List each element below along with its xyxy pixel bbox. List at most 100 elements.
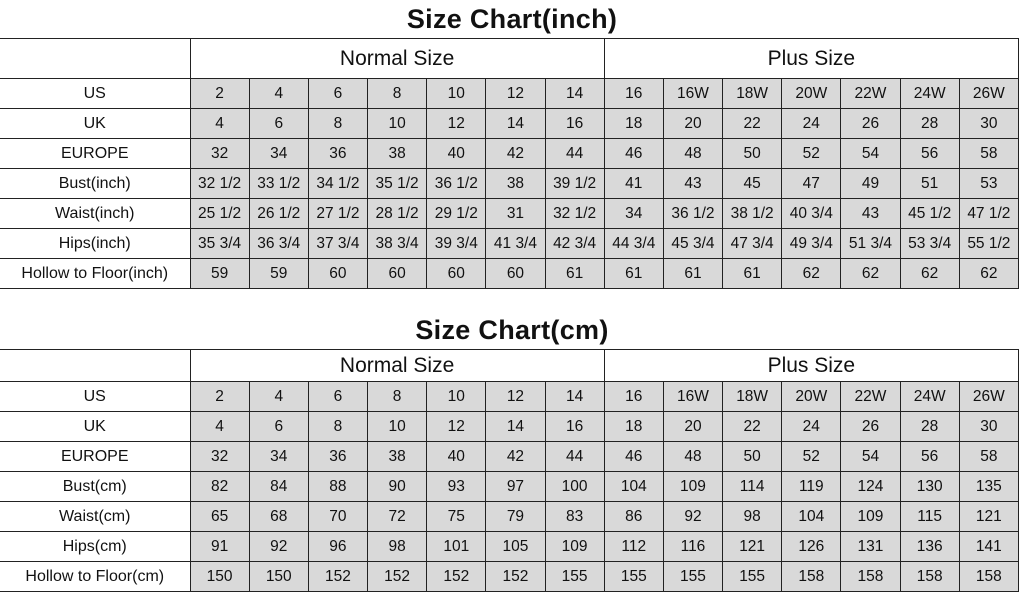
- table-row: UK 4 6 8 10 12 14 16 18 20 22 24 26 28 30: [0, 108, 1020, 139]
- table-cell: 16W: [662, 381, 724, 412]
- table-cell: 60: [367, 258, 428, 289]
- table-cell: 51: [899, 168, 960, 199]
- row-label: US: [0, 381, 191, 412]
- table-cell: 10: [426, 381, 487, 412]
- table-cell: 79: [485, 501, 546, 532]
- table-cell: 70: [307, 501, 369, 532]
- table-cell: 135: [958, 471, 1020, 502]
- table-cell: 155: [662, 561, 724, 592]
- table-cell: 27 1/2: [307, 198, 369, 229]
- table-cell: 24: [781, 411, 842, 442]
- table-cell: 32: [189, 138, 250, 169]
- row-label: EUROPE: [0, 138, 191, 169]
- table-cell: 4: [248, 381, 309, 412]
- corner-cell: [0, 38, 191, 79]
- table-cell: 38: [485, 168, 546, 199]
- table-row: Waist(cm) 65 68 70 72 75 79 83 86 92 98 104 109 115 12…: [0, 501, 1020, 532]
- table-cell: 24: [781, 108, 842, 139]
- row-label: UK: [0, 411, 191, 442]
- table-cell: 31: [485, 198, 546, 229]
- table-cell: 30: [958, 411, 1020, 442]
- table-cell: 52: [781, 441, 842, 472]
- table-cell: 155: [544, 561, 605, 592]
- size-chart-cm: Size Chart(cm) Normal Size Plus Size US 2 4 6…: [0, 311, 1024, 592]
- table-cell: 33 1/2: [248, 168, 309, 199]
- table-cell: 82: [189, 471, 250, 502]
- table-cell: 158: [840, 561, 901, 592]
- table-cell: 98: [367, 531, 428, 562]
- table-cell: 49: [840, 168, 901, 199]
- table-cell: 8: [307, 108, 369, 139]
- table-cell: 48: [662, 441, 724, 472]
- table-cell: 152: [485, 561, 546, 592]
- table-cell: 136: [899, 531, 960, 562]
- table-cell: 6: [248, 411, 309, 442]
- table-cell: 104: [781, 501, 842, 532]
- table-cell: 12: [485, 381, 546, 412]
- table-cell: 28: [899, 411, 960, 442]
- table-cell: 25 1/2: [189, 198, 250, 229]
- table-row: Waist(inch) 25 1/2 26 1/2 27 1/2 28 1/2 29 1/…: [0, 198, 1020, 229]
- table-cell: 126: [781, 531, 842, 562]
- table-cell: 22W: [840, 78, 901, 109]
- group-plus-size: Plus Size: [603, 349, 1020, 382]
- row-label: EUROPE: [0, 441, 191, 472]
- table-cell: 16W: [662, 78, 724, 109]
- table-cell: 158: [781, 561, 842, 592]
- table-cell: 47 1/2: [958, 198, 1020, 229]
- table-row: EUROPE 32 34 36 38 40 42 44 46 48 50 52 54 56 58: [0, 138, 1020, 169]
- table-cell: 45 3/4: [662, 228, 724, 259]
- table-cell: 36 1/2: [662, 198, 724, 229]
- table-cell: 8: [367, 381, 428, 412]
- table-cell: 150: [189, 561, 250, 592]
- table-cell: 60: [485, 258, 546, 289]
- table-cell: 42: [485, 138, 546, 169]
- table-cell: 152: [367, 561, 428, 592]
- table-cell: 26: [840, 411, 901, 442]
- table-cell: 112: [603, 531, 664, 562]
- table-cell: 32 1/2: [544, 198, 605, 229]
- table-row: Hips(cm) 91 92 96 98 101 105 109 112 116 121 126 131…: [0, 531, 1020, 562]
- table-cell: 65: [189, 501, 250, 532]
- table-cell: 12: [426, 108, 487, 139]
- table-cell: 62: [899, 258, 960, 289]
- table-cell: 4: [189, 411, 250, 442]
- table-cell: 42: [485, 441, 546, 472]
- table-cell: 59: [189, 258, 250, 289]
- table-cell: 119: [781, 471, 842, 502]
- table-cell: 16: [603, 78, 664, 109]
- table-cell: 109: [662, 471, 724, 502]
- table-cell: 6: [248, 108, 309, 139]
- table-cell: 158: [899, 561, 960, 592]
- row-label: Hollow to Floor(inch): [0, 258, 191, 289]
- table-cell: 12: [426, 411, 487, 442]
- table-cell: 121: [958, 501, 1020, 532]
- row-label: Hips(inch): [0, 228, 191, 259]
- table-cell: 91: [189, 531, 250, 562]
- row-label: Bust(inch): [0, 168, 191, 199]
- table-cell: 51 3/4: [840, 228, 901, 259]
- table-cell: 20: [662, 108, 724, 139]
- table-cell: 60: [307, 258, 369, 289]
- table-cell: 47: [781, 168, 842, 199]
- table-cell: 101: [426, 531, 487, 562]
- table-cell: 100: [544, 471, 605, 502]
- table-cell: 14: [544, 381, 605, 412]
- size-table: Normal Size Plus Size US 2 4 6 8 10 12 14 16 16W 18W…: [0, 349, 1020, 592]
- row-label: Bust(cm): [0, 471, 191, 502]
- group-plus-size: Plus Size: [603, 38, 1020, 79]
- table-cell: 41 3/4: [485, 228, 546, 259]
- table-cell: 155: [722, 561, 783, 592]
- table-cell: 10: [426, 78, 487, 109]
- table-cell: 109: [840, 501, 901, 532]
- size-chart-inch: Size Chart(inch) Normal Size Plus Size US 2…: [0, 0, 1024, 289]
- group-normal-size: Normal Size: [189, 349, 605, 382]
- table-cell: 68: [248, 501, 309, 532]
- table-cell: 41: [603, 168, 664, 199]
- table-cell: 141: [958, 531, 1020, 562]
- table-cell: 152: [426, 561, 487, 592]
- table-cell: 34 1/2: [307, 168, 369, 199]
- table-cell: 28: [899, 108, 960, 139]
- table-cell: 72: [367, 501, 428, 532]
- table-cell: 40: [426, 138, 487, 169]
